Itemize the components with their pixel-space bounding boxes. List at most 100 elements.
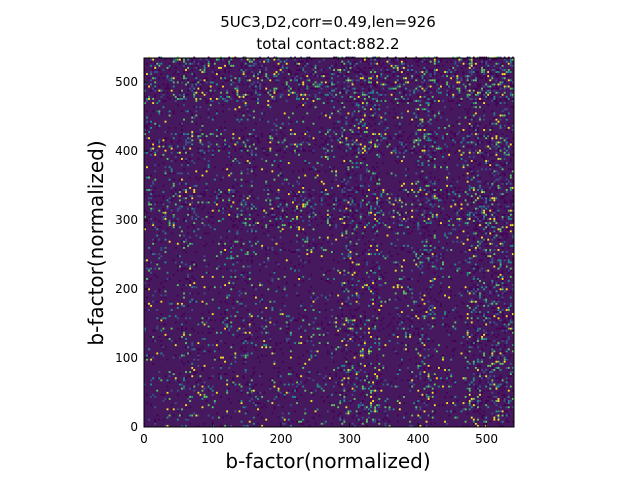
heatmap-cell xyxy=(183,118,185,121)
heatmap-cell xyxy=(357,364,360,367)
heatmap-cell xyxy=(158,371,161,373)
heatmap-cell xyxy=(331,93,333,96)
heatmap-cell xyxy=(363,158,366,160)
heatmap-cell xyxy=(423,253,426,256)
heatmap-cell xyxy=(242,69,245,71)
heatmap-cell xyxy=(181,164,183,167)
heatmap-cell xyxy=(289,319,292,322)
heatmap-cell xyxy=(361,253,364,256)
heatmap-cell xyxy=(150,89,153,92)
heatmap-cell xyxy=(376,420,379,423)
heatmap-cell xyxy=(211,420,214,423)
heatmap-cell xyxy=(384,410,387,413)
heatmap-cell xyxy=(372,135,375,138)
heatmap-cell xyxy=(174,220,177,222)
heatmap-cell xyxy=(329,215,331,218)
heatmap-cell xyxy=(257,141,259,144)
heatmap-cell xyxy=(271,201,274,204)
heatmap-cell xyxy=(199,176,202,179)
heatmap-cell xyxy=(289,331,292,334)
heatmap-cell xyxy=(294,284,296,287)
heatmap-cell xyxy=(425,228,428,231)
heatmap-cell xyxy=(396,282,399,285)
heatmap-cell xyxy=(226,302,229,305)
heatmap-cell xyxy=(250,315,253,318)
heatmap-cell xyxy=(363,288,366,291)
heatmap-cell xyxy=(405,226,407,229)
heatmap-cell xyxy=(306,350,309,353)
heatmap-cell xyxy=(341,302,344,305)
heatmap-cell xyxy=(172,224,175,227)
heatmap-cell xyxy=(244,218,247,220)
heatmap-cell xyxy=(370,141,372,144)
heatmap-cell xyxy=(400,342,403,345)
heatmap-cell xyxy=(417,126,420,129)
heatmap-cell xyxy=(289,184,292,187)
heatmap-cell xyxy=(162,100,165,102)
heatmap-cell xyxy=(193,412,196,415)
heatmap-cell xyxy=(368,77,370,80)
heatmap-cell xyxy=(248,224,251,227)
heatmap-cell xyxy=(361,265,364,268)
heatmap-cell xyxy=(359,112,362,115)
heatmap-cell xyxy=(150,189,153,191)
heatmap-cell xyxy=(193,230,196,233)
heatmap-cell xyxy=(244,143,247,146)
heatmap-cell xyxy=(201,207,204,210)
heatmap-cell xyxy=(203,205,206,208)
heatmap-cell xyxy=(405,292,407,295)
heatmap-cell xyxy=(281,174,284,177)
heatmap-cell xyxy=(372,271,375,274)
heatmap-cell xyxy=(160,141,163,144)
heatmap-cell xyxy=(361,91,364,94)
heatmap-cell xyxy=(144,129,146,131)
heatmap-cell xyxy=(197,364,200,367)
heatmap-cell xyxy=(361,387,364,390)
heatmap-cell xyxy=(405,149,407,152)
heatmap-cell xyxy=(162,211,165,214)
heatmap-cell xyxy=(345,153,348,156)
heatmap-cell xyxy=(384,100,387,102)
heatmap-cell xyxy=(154,186,157,189)
heatmap-cell xyxy=(308,358,311,361)
heatmap-cell xyxy=(382,383,385,386)
heatmap-cell xyxy=(419,253,422,256)
heatmap-cell xyxy=(170,327,173,330)
heatmap-cell xyxy=(335,224,338,227)
heatmap-cell xyxy=(162,83,165,86)
heatmap-cell xyxy=(232,263,235,266)
heatmap-cell xyxy=(343,273,346,276)
heatmap-cell xyxy=(345,149,348,152)
heatmap-cell xyxy=(185,189,187,191)
heatmap-cell xyxy=(252,73,255,76)
heatmap-cell xyxy=(302,149,305,152)
heatmap-cell xyxy=(318,145,321,148)
heatmap-cell xyxy=(187,93,190,96)
heatmap-cell xyxy=(308,135,311,138)
heatmap-cell xyxy=(242,224,245,227)
heatmap-cell xyxy=(363,242,366,245)
heatmap-cell xyxy=(308,375,311,378)
heatmap-cell xyxy=(281,83,284,86)
heatmap-cell xyxy=(248,145,251,148)
heatmap-cell xyxy=(279,199,282,202)
heatmap-cell xyxy=(320,222,323,225)
heatmap-cell xyxy=(392,333,395,336)
heatmap-cell xyxy=(162,207,165,210)
heatmap-cell xyxy=(394,124,397,127)
heatmap-cell xyxy=(244,358,247,361)
heatmap-cell xyxy=(281,422,284,425)
heatmap-cell xyxy=(203,244,206,247)
heatmap-cell xyxy=(341,95,344,98)
heatmap-cell xyxy=(238,195,241,198)
heatmap-cell xyxy=(398,224,401,227)
heatmap-cell xyxy=(320,395,323,398)
heatmap-cell xyxy=(345,358,348,361)
heatmap-cell xyxy=(312,416,315,419)
heatmap-cell xyxy=(281,71,284,73)
heatmap-cell xyxy=(343,389,346,392)
heatmap-cell xyxy=(232,273,235,276)
heatmap-cell xyxy=(343,135,346,138)
heatmap-cell xyxy=(351,95,354,98)
heatmap-cell xyxy=(407,379,409,382)
